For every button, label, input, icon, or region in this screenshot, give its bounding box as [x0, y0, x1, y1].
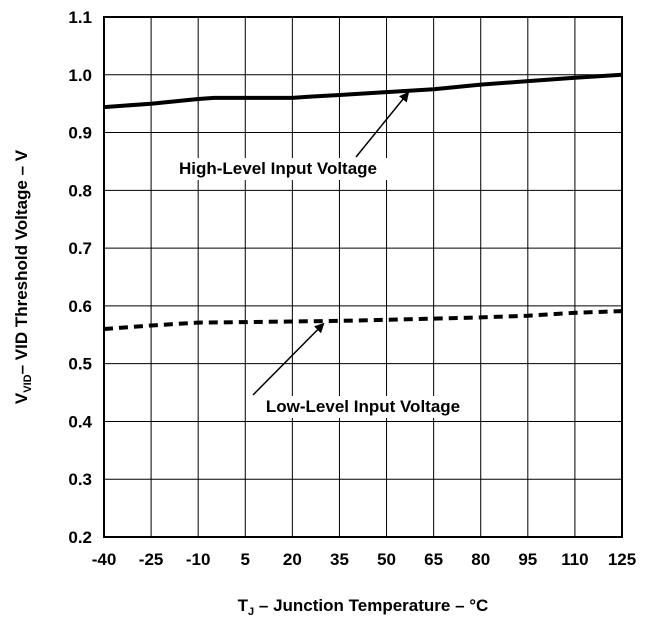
annotation-bg [167, 158, 389, 180]
x-tick-labels: -40 -25 -10 5 20 35 50 65 80 95 110 125 [92, 550, 636, 569]
x-tick-label: -10 [186, 550, 211, 569]
x-tick-label: 80 [471, 550, 490, 569]
y-tick-label: 1.1 [68, 8, 92, 27]
series-layer [103, 72, 623, 331]
x-tick-label: 5 [241, 550, 250, 569]
low-level-series-line [103, 309, 623, 331]
y-tick-label: 0.6 [68, 297, 92, 316]
low-level-annotation: Low-Level Input Voltage [266, 397, 460, 416]
x-tick-label: 35 [330, 550, 349, 569]
plot-frame [103, 16, 623, 538]
x-tick-label: 50 [377, 550, 396, 569]
y-tick-label: 0.8 [68, 181, 92, 200]
annotation-arrow [252, 322, 325, 396]
y-tick-label: 0.3 [68, 470, 92, 489]
y-tick-label: 0.5 [68, 355, 92, 374]
annotation-arrow [355, 91, 410, 158]
annotation-bg [256, 396, 470, 418]
high-level-annotation: High-Level Input Voltage [179, 159, 377, 178]
y-tick-label: 0.2 [68, 528, 92, 547]
x-tick-label: -40 [92, 550, 117, 569]
y-axis-title: VVID– VID Threshold Voltage – V [12, 149, 34, 404]
y-tick-labels: 0.2 0.3 0.4 0.5 0.6 0.7 0.8 0.9 1.0 1.1 [68, 8, 92, 547]
x-tick-label: 20 [283, 550, 302, 569]
x-axis-title: TJ – Junction Temperature – °C [238, 596, 489, 618]
y-tick-label: 0.4 [68, 412, 92, 431]
x-tick-label: 125 [608, 550, 636, 569]
high-level-series-line [103, 72, 623, 110]
annotations: High-Level Input Voltage Low-Level Input … [167, 91, 470, 418]
x-tick-label: 65 [424, 550, 443, 569]
x-tick-label: 95 [518, 550, 537, 569]
y-tick-label: 1.0 [68, 66, 92, 85]
x-tick-label: -25 [139, 550, 164, 569]
y-tick-label: 0.7 [68, 239, 92, 258]
y-tick-label: 0.9 [68, 124, 92, 143]
x-tick-label: 110 [561, 550, 588, 569]
